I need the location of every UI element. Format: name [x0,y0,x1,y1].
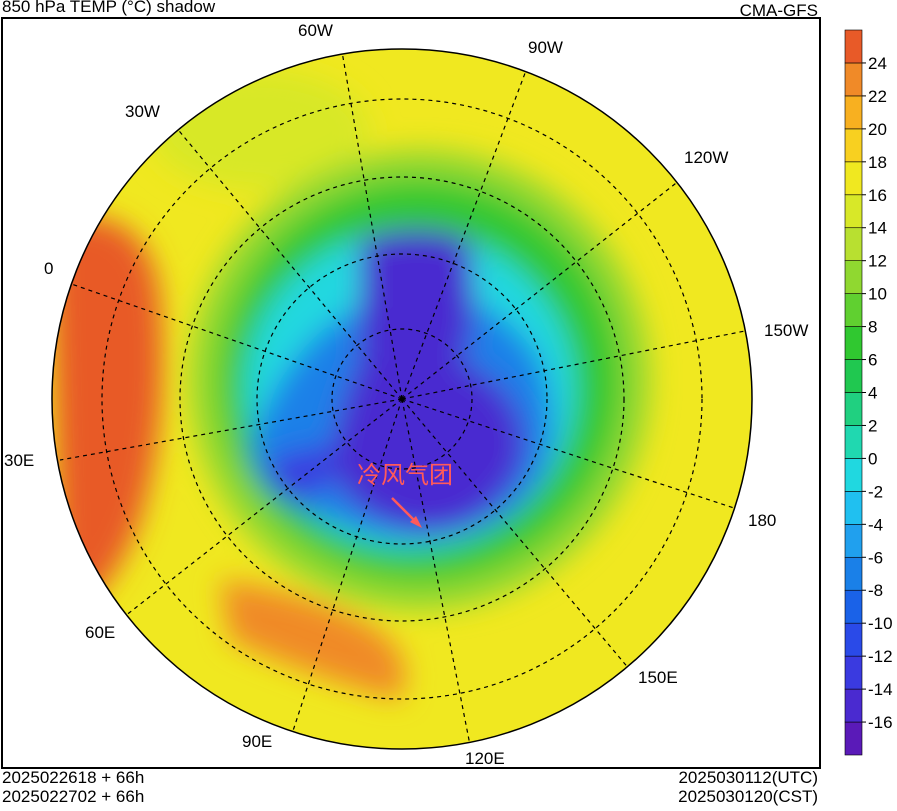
colorbar-box [844,161,863,196]
lon-label: 30E [4,451,34,470]
colorbar-tick-label: -10 [868,614,893,633]
colorbar: 242220181614121086420-2-4-6-8-10-12-14-1… [844,29,893,756]
colorbar-box [844,721,863,756]
colorbar-tick-label: 16 [868,186,887,205]
lon-label: 120W [684,148,728,167]
lon-label: 60E [85,623,115,642]
lon-label: 60W [298,21,333,40]
colorbar-tick-label: -8 [868,581,883,600]
colorbar-tick-label: -16 [868,713,893,732]
arrow-head [410,516,422,528]
colorbar-box [844,524,863,558]
colorbar-tick-label: 10 [868,285,887,304]
colorbar-tick-label: 8 [868,318,877,337]
colorbar-box [844,688,863,723]
title: 850 hPa TEMP (°C) shadow [2,0,216,16]
colorbar-box [844,326,863,360]
colorbar-tick-label: 4 [868,384,877,403]
colorbar-tick-label: -12 [868,647,893,666]
colorbar-box [844,359,863,393]
footer-text: 2025022618 + 66h [2,768,144,787]
lon-label: 120E [465,749,505,768]
colorbar-box [844,556,863,591]
lon-label: 150E [638,668,678,687]
map-boundary [51,48,753,750]
colorbar-tick-label: 6 [868,351,877,370]
colorbar-box [844,392,863,426]
colorbar-box [844,589,863,624]
colorbar-box [844,622,863,657]
colorbar-box [844,425,863,459]
source: CMA-GFS [740,1,818,20]
footer-text: 2025030120(CST) [678,787,818,806]
colorbar-box [844,260,863,294]
temperature-field [52,49,752,749]
lon-label: 180 [748,511,776,530]
colorbar-box [844,194,863,229]
colorbar-box [844,227,863,261]
lon-label: 150W [764,321,808,340]
lon-label: 30W [125,102,160,121]
colorbar-tick-label: 18 [868,153,887,172]
annotation: 冷风气团 [357,462,453,489]
frame [1,17,821,769]
colorbar-tick-label: 12 [868,252,887,271]
lon-label: 90E [242,732,272,751]
lon-label: 90W [528,38,563,57]
colorbar-tick-label: 2 [868,416,877,435]
colorbar-box [844,293,863,327]
colorbar-tick-label: 0 [868,449,877,468]
colorbar-tick-label: 20 [868,120,887,139]
footer-text: 2025030112(UTC) [678,768,818,787]
colorbar-tick-label: -6 [868,548,883,567]
colorbar-tick-label: -2 [868,482,883,501]
colorbar-tick-label: 24 [868,54,887,73]
colorbar-tick-label: 22 [868,87,887,106]
colorbar-box [844,95,863,130]
colorbar-box [844,655,863,690]
colorbar-box [844,29,863,64]
colorbar-box [844,128,863,163]
longitude-labels: 60W 90W 30W 120W 0 150W 30E 180 60E 150E… [4,21,808,768]
colorbar-box [844,62,863,97]
colorbar-box [844,458,863,492]
lon-label: 0 [44,259,53,278]
colorbar-tick-label: -4 [868,515,883,534]
footer-text: 2025022702 + 66h [2,787,144,806]
colorbar-box [844,491,863,525]
colorbar-tick-label: 14 [868,219,887,238]
colorbar-tick-label: -14 [868,680,893,699]
